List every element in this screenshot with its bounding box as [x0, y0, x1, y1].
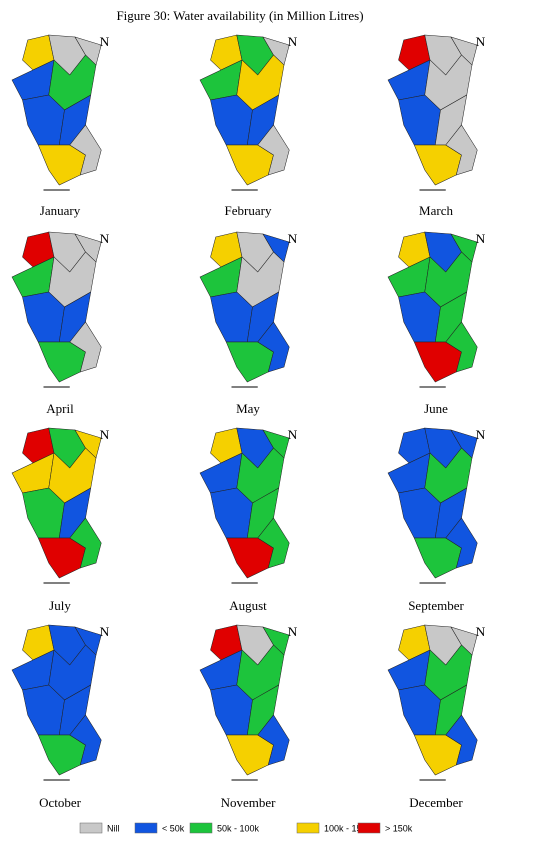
legend-swatch [79, 822, 103, 834]
map-label: February [225, 203, 272, 218]
north-arrow: N [99, 34, 109, 49]
map-label: January [40, 203, 81, 218]
district [37, 537, 86, 579]
district [257, 124, 290, 176]
district-map: N [199, 427, 298, 584]
district-map: N [199, 231, 298, 388]
district [69, 124, 102, 176]
legend-swatch [296, 822, 320, 834]
district-map: N [11, 624, 110, 781]
map-label: November [221, 795, 277, 810]
north-arrow: N [475, 34, 485, 49]
district [225, 144, 274, 186]
district [225, 341, 274, 383]
map-label: October [39, 795, 82, 810]
district [445, 321, 478, 373]
north-arrow: N [287, 624, 297, 639]
district [37, 341, 86, 383]
district [257, 517, 290, 569]
map-label: June [424, 401, 448, 416]
district [69, 517, 102, 569]
map-label: August [229, 598, 267, 613]
map-label: April [46, 401, 74, 416]
figure-title: Figure 30: Water availability (in Millio… [116, 8, 363, 23]
map-label: December [409, 795, 463, 810]
district [413, 341, 462, 383]
district [225, 734, 274, 776]
district-map: N [199, 34, 298, 191]
district-map: N [387, 34, 486, 191]
north-arrow: N [475, 231, 485, 246]
district-map: N [387, 624, 486, 781]
district [257, 321, 290, 373]
district-map: N [11, 34, 110, 191]
district-map: N [11, 231, 110, 388]
legend-label: > 150k [385, 823, 413, 833]
district-map: N [387, 427, 486, 584]
district [445, 124, 478, 176]
district [37, 734, 86, 776]
legend-label: Nill [107, 823, 120, 833]
legend-label: 50k - 100k [217, 823, 260, 833]
legend-swatch [357, 822, 381, 834]
north-arrow: N [287, 427, 297, 442]
district [69, 714, 102, 766]
district-map: N [387, 231, 486, 388]
district [69, 321, 102, 373]
north-arrow: N [99, 231, 109, 246]
north-arrow: N [99, 624, 109, 639]
district [445, 714, 478, 766]
north-arrow: N [475, 427, 485, 442]
north-arrow: N [475, 624, 485, 639]
legend-label: 100k - 150k [324, 823, 372, 833]
map-label: May [236, 401, 260, 416]
north-arrow: N [287, 34, 297, 49]
district-map: N [199, 624, 298, 781]
district [445, 517, 478, 569]
district [413, 734, 462, 776]
north-arrow: N [287, 231, 297, 246]
map-label: March [419, 203, 453, 218]
north-arrow: N [99, 427, 109, 442]
legend-swatch [134, 822, 158, 834]
district-map: N [11, 427, 110, 584]
district [413, 537, 462, 579]
map-label: September [408, 598, 464, 613]
district [225, 537, 274, 579]
legend-label: < 50k [162, 823, 185, 833]
district [37, 144, 86, 186]
map-label: July [49, 598, 71, 613]
legend-swatch [189, 822, 213, 834]
district [413, 144, 462, 186]
district [257, 714, 290, 766]
